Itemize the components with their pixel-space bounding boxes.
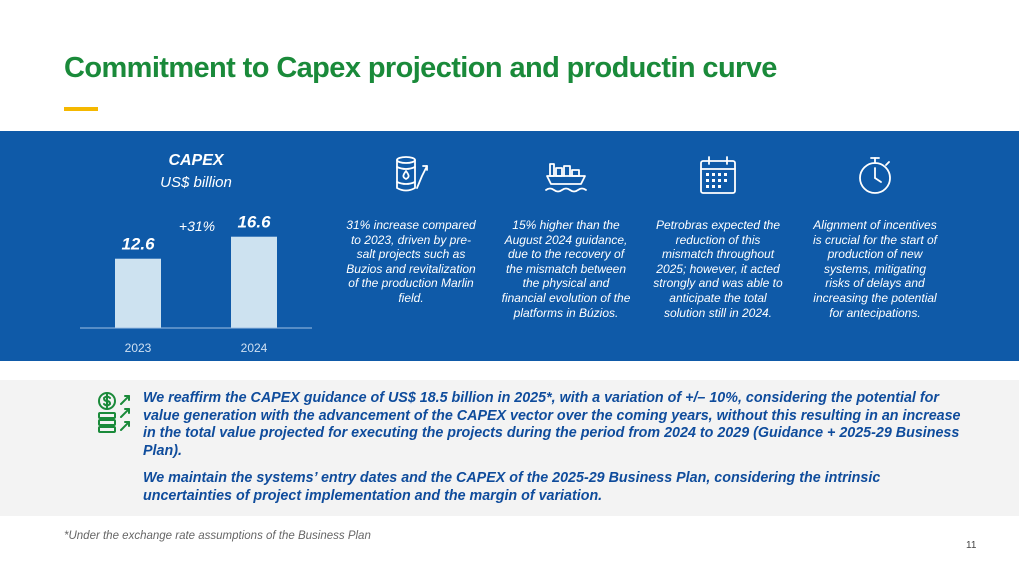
info-column-3: Petrobras expected the reduction of this…: [653, 154, 783, 320]
ship-platform-icon: [545, 163, 587, 193]
info-column-3-text: Petrobras expected the reduction of this…: [653, 218, 783, 320]
x-tick-label-2024: 2024: [241, 341, 268, 355]
guidance-paragraph-2: We maintain the systems’ entry dates and…: [143, 470, 881, 504]
info-column-2: 15% higher than the August 2024 guidance…: [501, 154, 631, 320]
page-title: Commitment to Capex projection and produ…: [64, 52, 777, 84]
oil-barrel-icon: [396, 156, 428, 192]
capex-band: [0, 131, 1019, 361]
calendar-icon: [700, 156, 736, 194]
bar-value-label-2024: 16.6: [237, 213, 271, 232]
info-column-1-text: 31% increase compared to 2023, driven by…: [346, 218, 476, 305]
guidance-box: [0, 380, 1019, 516]
money-growth-icon: [98, 392, 130, 433]
chart-title: CAPEX: [168, 152, 224, 169]
guidance-paragraph-1: We reaffirm the CAPEX guidance of US$ 18…: [143, 390, 961, 459]
x-tick-label-2023: 2023: [125, 341, 152, 355]
info-column-4: Alignment of incentives is crucial for t…: [810, 154, 940, 320]
info-column-1: 31% increase compared to 2023, driven by…: [346, 154, 476, 306]
growth-annotation: +31%: [179, 218, 215, 234]
bar-2024: [231, 236, 277, 328]
info-column-4-text: Alignment of incentives is crucial for t…: [812, 218, 938, 320]
chart-subtitle: US$ billion: [160, 174, 232, 191]
bar-2023: [115, 258, 161, 328]
bar-value-label-2023: 12.6: [121, 235, 155, 254]
capex-bar-chart: 12.6 2023 16.6 2024 +31%: [80, 213, 312, 355]
title-underline: [64, 107, 98, 111]
stopwatch-icon: [859, 157, 891, 194]
info-column-2-text: 15% higher than the August 2024 guidance…: [501, 218, 631, 320]
footnote: *Under the exchange rate assumptions of …: [64, 530, 371, 542]
page-number: 11: [966, 540, 977, 551]
